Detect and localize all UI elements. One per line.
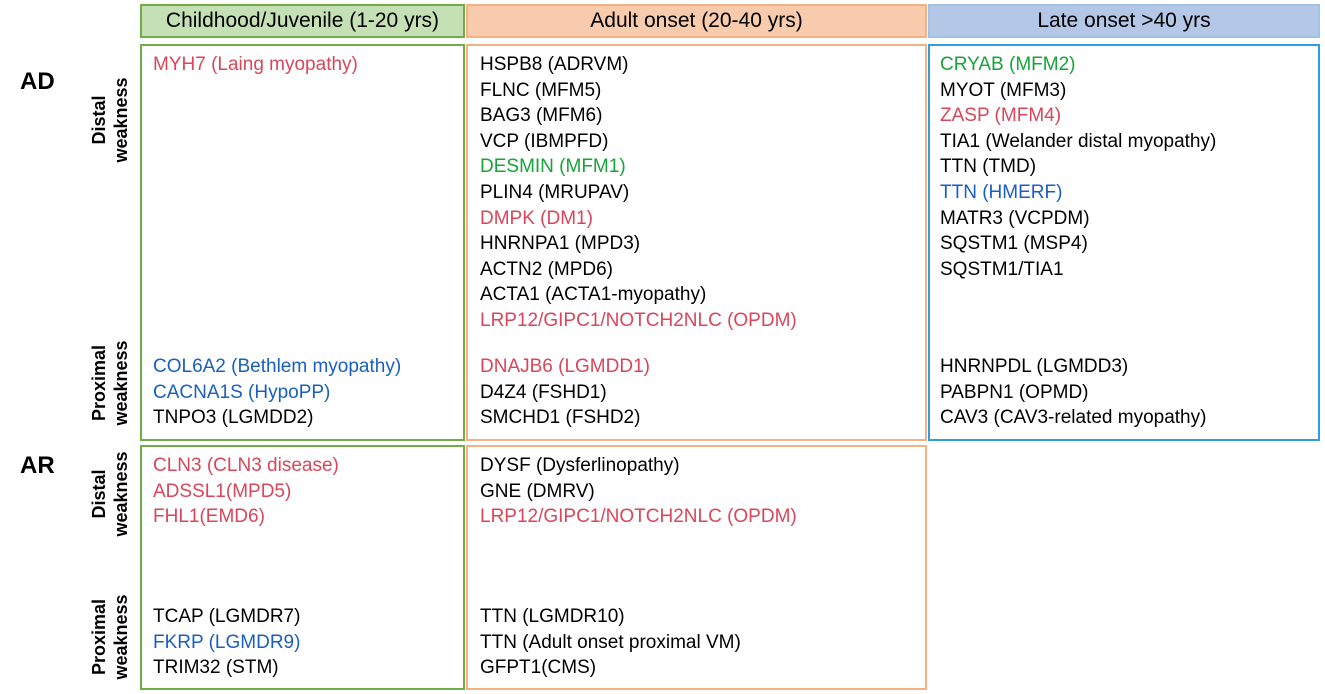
gene-entry: MYOT (MFM3): [940, 79, 1067, 101]
list-ad-childhood-distal: MYH7 (Laing myopathy): [153, 52, 358, 78]
gene-entry: COL6A2 (Bethlem myopathy): [153, 356, 402, 377]
gene-entry: DESMIN (MFM1): [480, 156, 626, 178]
gene-entry: ADSSL1(MPD5): [153, 480, 292, 502]
list-ad-adult-distal: HSPB8 (ADRVM) FLNC (MFM5) BAG3 (MFM6) VCP (…: [480, 52, 797, 334]
list-ar-childhood-distal: CLN3 (CLN3 disease) ADSSL1(MPD5) FHL1(EMD6…: [153, 453, 339, 530]
gene-entry: ACTA1 (ACTA1-myopathy): [480, 284, 707, 306]
gene-entry: SQSTM1/TIA1: [940, 258, 1064, 280]
gene-entry: BAG3 (MFM6): [480, 105, 603, 127]
gene-entry: DYSF (Dysferlinopathy): [480, 455, 680, 476]
gene-entry: LRP12/GIPC1/NOTCH2NLC (OPDM): [480, 506, 797, 528]
gene-entry: TTN (Adult onset proximal VM): [480, 631, 741, 653]
header-adult-onset: Adult onset (20-40 yrs): [466, 4, 927, 38]
gene-entry: TTN (TMD): [940, 156, 1037, 178]
gene-entry: TTN (LGMDR10): [480, 606, 625, 627]
row-label-line: Proximal: [89, 598, 109, 676]
box-ar-childhood: [140, 445, 465, 690]
gene-entry: TIA1 (Welander distal myopathy): [940, 130, 1217, 152]
row-label-line: Distal: [89, 469, 109, 519]
gene-entry: GFPT1(CMS): [480, 657, 597, 679]
row-label-line: Distal: [89, 95, 109, 145]
gene-entry: GNE (DMRV): [480, 480, 595, 502]
gene-entry: VCP (IBMPFD): [480, 130, 609, 152]
row-label-line: Proximal: [89, 344, 109, 422]
row-label-line: weakness: [111, 451, 131, 537]
header-childhood-label: Childhood/Juvenile (1-20 yrs): [165, 9, 440, 32]
gene-entry: CAV3 (CAV3-related myopathy): [940, 407, 1207, 429]
list-ad-adult-proximal: DNAJB6 (LGMDD1) D4Z4 (FSHD1) SMCHD1 (FSHD2…: [480, 354, 650, 431]
box-ad-adult: [466, 44, 927, 441]
gene-entry: SQSTM1 (MSP4): [940, 233, 1088, 255]
gene-entry: D4Z4 (FSHD1): [480, 381, 607, 403]
list-ar-adult-proximal: TTN (LGMDR10) TTN (Adult onset proximal V…: [480, 604, 741, 681]
group-label-ad: AD: [20, 68, 55, 95]
gene-entry: ACTN2 (MPD6): [480, 258, 614, 280]
box-ar-adult: [466, 445, 927, 690]
header-adult-label: Adult onset (20-40 yrs): [590, 9, 803, 32]
gene-entry: CRYAB (MFM2): [940, 54, 1076, 75]
gene-entry: FKRP (LGMDR9): [153, 631, 301, 653]
gene-entry: CACNA1S (HypoPP): [153, 381, 331, 403]
gene-entry: TTN (HMERF): [940, 181, 1063, 203]
gene-entry: SMCHD1 (FSHD2): [480, 407, 641, 429]
gene-entry: TNPO3 (LGMDD2): [153, 407, 314, 429]
gene-entry: FHL1(EMD6): [153, 506, 265, 528]
list-ar-childhood-proximal: TCAP (LGMDR7) FKRP (LGMDR9) TRIM32 (STM): [153, 604, 300, 681]
gene-entry: PLIN4 (MRUPAV): [480, 181, 630, 203]
row-label-line: weakness: [111, 594, 131, 680]
gene-entry: ZASP (MFM4): [940, 105, 1062, 127]
row-label-line: weakness: [111, 77, 131, 163]
list-ar-adult-distal: DYSF (Dysferlinopathy) GNE (DMRV) LRP12/GI…: [480, 453, 797, 530]
gene-entry: DMPK (DM1): [480, 207, 593, 229]
list-ad-late-distal: CRYAB (MFM2) MYOT (MFM3) ZASP (MFM4) TIA1 (…: [940, 52, 1216, 282]
header-late-onset: Late onset >40 yrs: [928, 4, 1320, 38]
gene-entry: MATR3 (VCPDM): [940, 207, 1090, 229]
gene-entry: HNRNPDL (LGMDD3): [940, 356, 1129, 377]
box-ad-childhood: [140, 44, 465, 441]
list-ad-childhood-proximal: COL6A2 (Bethlem myopathy) CACNA1S (HypoPP…: [153, 354, 401, 431]
gene-entry: CLN3 (CLN3 disease): [153, 455, 339, 476]
list-ad-late-proximal: HNRNPDL (LGMDD3) PABPN1 (OPMD) CAV3 (CAV3-…: [940, 354, 1206, 431]
gene-entry: HNRNPA1 (MPD3): [480, 233, 641, 255]
gene-entry: PABPN1 (OPMD): [940, 381, 1089, 403]
gene-entry: FLNC (MFM5): [480, 79, 602, 101]
gene-entry: HSPB8 (ADRVM): [480, 54, 629, 75]
gene-entry: DNAJB6 (LGMDD1): [480, 356, 650, 377]
gene-entry: TCAP (LGMDR7): [153, 606, 301, 627]
gene-entry: LRP12/GIPC1/NOTCH2NLC (OPDM): [480, 309, 797, 331]
header-childhood: Childhood/Juvenile (1-20 yrs): [140, 4, 465, 38]
group-label-ar: AR: [20, 452, 55, 479]
gene-entry: MYH7 (Laing myopathy): [153, 54, 358, 75]
box-ad-late: [928, 44, 1320, 441]
row-label-line: weakness: [111, 340, 131, 426]
gene-entry: TRIM32 (STM): [153, 657, 279, 679]
header-late-label: Late onset >40 yrs: [1037, 9, 1211, 32]
